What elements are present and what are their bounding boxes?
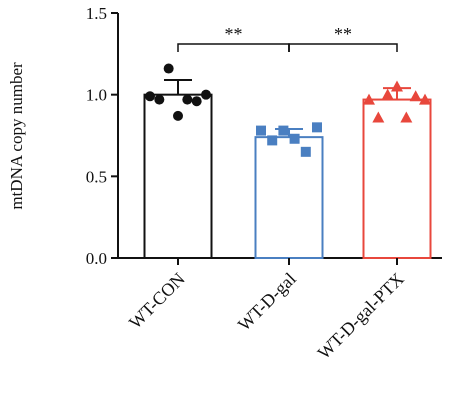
significance-bracket	[288, 43, 398, 52]
error-bar	[164, 78, 192, 95]
data-point	[191, 96, 202, 107]
data-point	[419, 93, 431, 105]
data-point	[289, 133, 300, 144]
x-tick-label: WT-D-gal	[234, 269, 300, 335]
significance-label: **	[334, 24, 352, 44]
y-axis-label: mtDNA copy number	[7, 62, 26, 210]
x-tick-label: WT-D-gal-PTX	[314, 269, 408, 363]
data-point	[278, 125, 289, 136]
data-point	[381, 88, 394, 100]
data-point	[154, 94, 165, 105]
data-point	[312, 122, 322, 133]
significance-bracket	[177, 43, 290, 52]
data-point	[267, 135, 278, 146]
data-point	[201, 89, 211, 100]
data-point	[163, 63, 174, 74]
data-point	[409, 90, 422, 102]
data-point	[372, 111, 385, 123]
y-tick-label: 0.5	[86, 167, 107, 186]
data-point	[391, 80, 403, 92]
data-point	[363, 93, 375, 105]
y-tick-label: 0.0	[86, 249, 107, 268]
bar	[254, 136, 324, 259]
significance-label: **	[225, 24, 243, 44]
y-tick-label: 1.5	[86, 4, 107, 23]
data-point	[145, 91, 155, 102]
data-point	[400, 111, 413, 123]
data-point	[256, 125, 266, 136]
data-point	[182, 94, 193, 105]
data-point	[300, 146, 311, 157]
x-tick-label: WT-CON	[125, 269, 189, 333]
data-point	[173, 110, 183, 121]
y-tick-label: 1.0	[86, 86, 107, 105]
bar	[362, 98, 432, 259]
